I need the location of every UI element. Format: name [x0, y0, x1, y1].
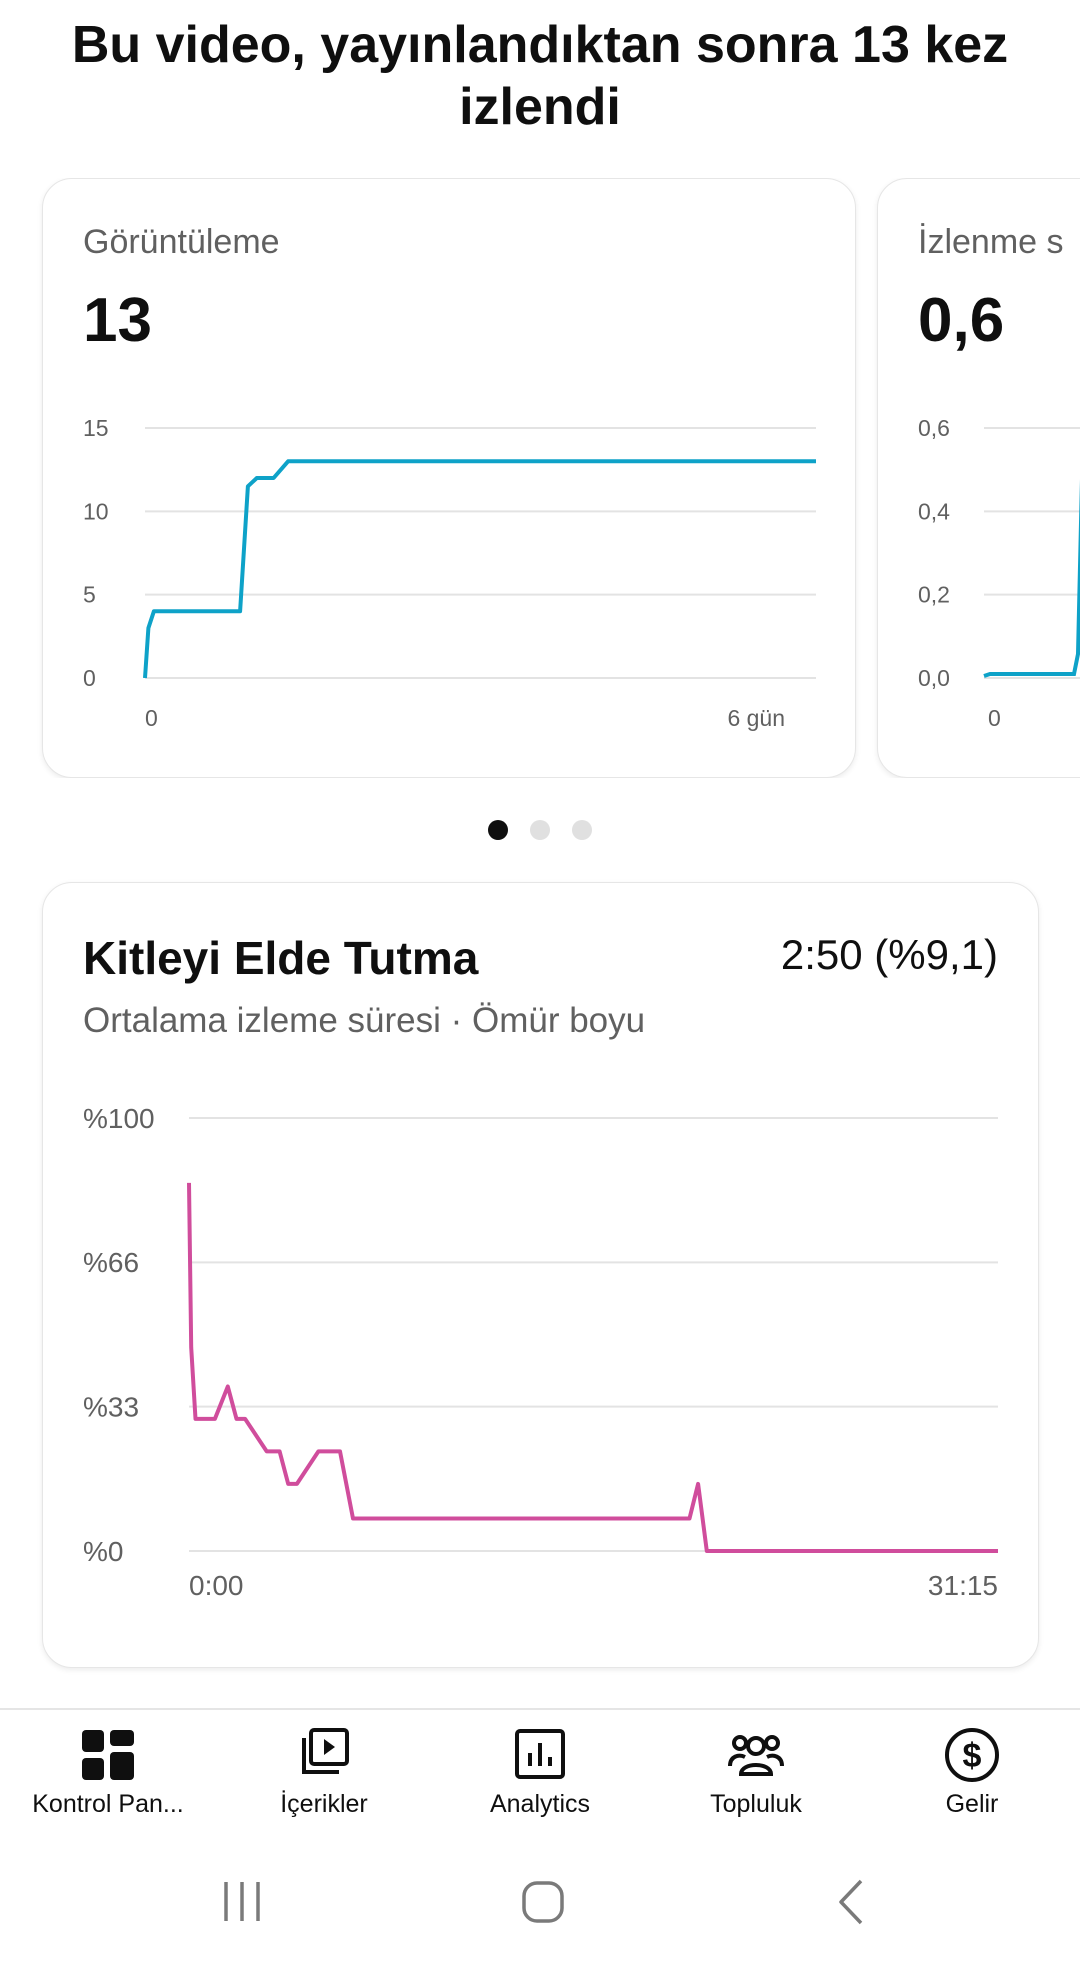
community-icon: [728, 1735, 784, 1776]
dashboard-icon: [82, 1730, 134, 1780]
home-icon[interactable]: [518, 1877, 568, 1927]
series-line: [983, 478, 1080, 678]
analytics-icon: [515, 1729, 565, 1779]
system-navigation-bar: [0, 1833, 1080, 1963]
y-tick-label: 0,0: [918, 665, 950, 691]
y-tick-label: %0: [83, 1536, 123, 1567]
pager-dot[interactable]: [488, 820, 508, 840]
nav-item-dashboard[interactable]: Kontrol Pan...: [0, 1710, 216, 1835]
back-icon[interactable]: [828, 1877, 878, 1927]
nav-label-dashboard: Kontrol Pan...: [32, 1790, 184, 1818]
nav-item-earn[interactable]: $ Gelir: [864, 1710, 1080, 1835]
y-tick-label: 0,6: [918, 415, 950, 441]
y-tick-label: 0,4: [918, 498, 950, 524]
retention-subtitle: Ortalama izleme süresi · Ömür boyu: [83, 1001, 646, 1040]
y-tick-label: 5: [83, 582, 96, 608]
views-label: Görüntüleme: [83, 223, 280, 261]
watch-time-label: İzlenme s: [918, 223, 1064, 261]
x-tick-label: 6 gün: [727, 705, 785, 731]
nav-label-analytics: Analytics: [489, 1790, 591, 1818]
carousel-pager: [0, 820, 1080, 840]
x-tick-label: 31:15: [928, 1570, 998, 1601]
views-value: 13: [83, 286, 152, 355]
y-tick-label: 0,2: [918, 582, 950, 608]
nav-label-earn: Gelir: [945, 1790, 999, 1818]
retention-title: Kitleyi Elde Tutma: [83, 932, 479, 984]
watch-time-chart: 0,6 0,4 0,2 0,0 0: [918, 415, 1080, 731]
nav-item-content[interactable]: İçerikler: [216, 1710, 432, 1835]
nav-item-analytics[interactable]: Analytics: [432, 1710, 648, 1835]
y-tick-label: 0: [83, 665, 96, 691]
content-icon: [302, 1728, 349, 1774]
y-tick-label: %33: [83, 1391, 139, 1422]
retention-card[interactable]: Kitleyi Elde Tutma 2:50 (%9,1) Ortalama …: [42, 882, 1039, 1668]
x-tick-label: 0:00: [189, 1570, 244, 1601]
retention-value: 2:50 (%9,1): [780, 931, 998, 978]
recents-icon[interactable]: [218, 1877, 268, 1927]
views-card[interactable]: Görüntüleme 13 15 10 5 0 0 6 gün: [42, 178, 856, 778]
watch-time-value: 0,6: [918, 286, 1005, 355]
metrics-carousel[interactable]: Görüntüleme 13 15 10 5 0 0 6 gün İzlenme s 0,…: [0, 178, 1080, 778]
nav-label-content: İçerikler: [280, 1790, 368, 1818]
pager-dot[interactable]: [530, 820, 550, 840]
svg-text:$: $: [963, 1737, 982, 1775]
y-tick-label: %66: [83, 1247, 139, 1278]
x-tick-label: 0: [988, 705, 1001, 731]
x-tick-label: 0: [145, 705, 158, 731]
earn-icon: $: [945, 1728, 999, 1782]
y-tick-label: 10: [83, 498, 109, 524]
pager-dot[interactable]: [572, 820, 592, 840]
views-chart: 15 10 5 0 0 6 gün: [83, 415, 816, 731]
series-line: [143, 459, 816, 679]
page-headline: Bu video, yayınlandıktan sonra 13 kez iz…: [71, 16, 1009, 136]
y-tick-label: 15: [83, 415, 109, 441]
nav-item-community[interactable]: Topluluk: [648, 1710, 864, 1835]
series-line: [187, 1182, 998, 1553]
watch-time-card[interactable]: İzlenme s 0,6 0,6 0,4 0,2 0,0 0: [877, 178, 1080, 778]
retention-chart: %100 %66 %33 %0 0:00 31:15: [83, 1103, 998, 1601]
y-tick-label: %100: [83, 1103, 155, 1134]
nav-label-community: Topluluk: [710, 1790, 802, 1818]
bottom-navigation: Kontrol Pan... İçerikler Analytics Toplu…: [0, 1708, 1080, 1835]
